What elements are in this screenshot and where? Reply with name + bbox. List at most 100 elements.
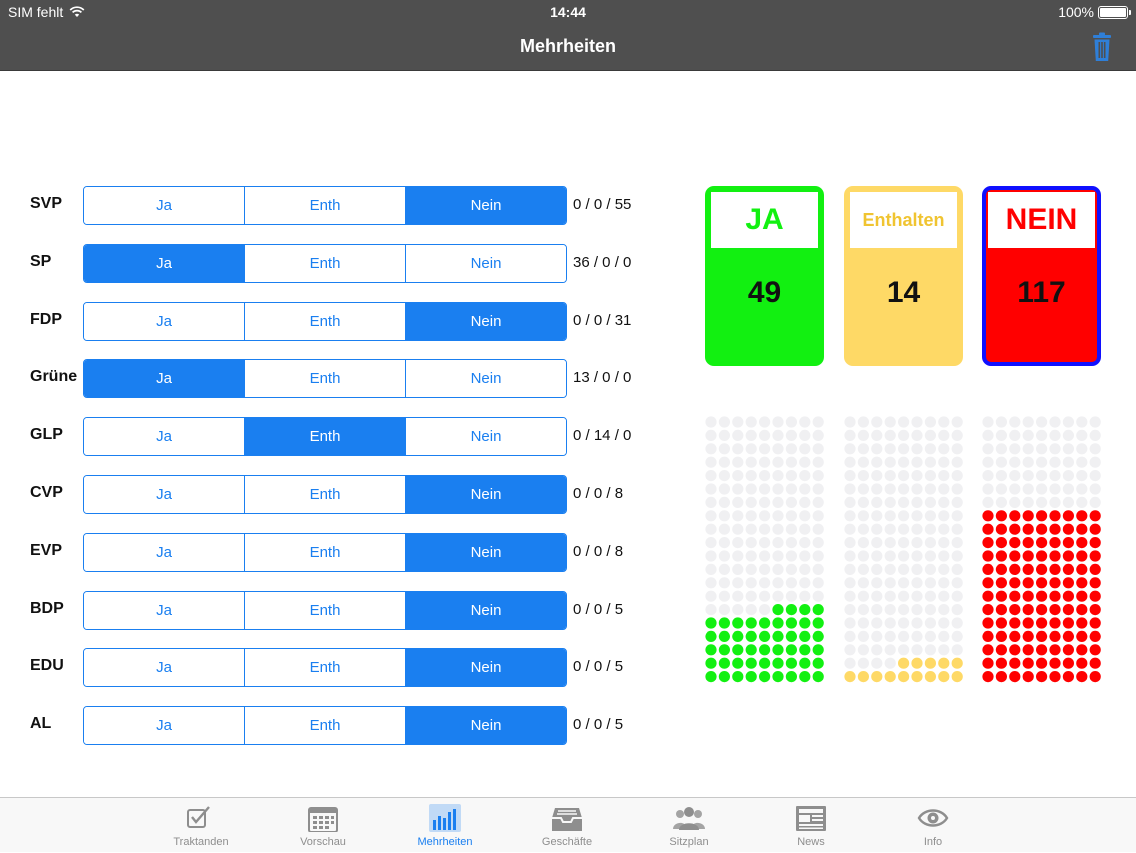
- vote-option-no[interactable]: Nein: [406, 533, 566, 571]
- seat-dot-empty: [1062, 456, 1074, 468]
- seat-dot-empty: [785, 563, 797, 575]
- seat-dot-filled: [759, 671, 771, 683]
- seat-dot-filled: [982, 563, 994, 575]
- seat-dot-empty: [911, 456, 923, 468]
- seat-dot-filled: [732, 657, 744, 669]
- vote-segmented-control: Ja Enth Nein: [83, 417, 567, 457]
- seat-dot-filled: [705, 671, 717, 683]
- seat-dot-empty: [938, 644, 950, 656]
- vote-option-abstain[interactable]: Enth: [245, 649, 406, 687]
- tab-traktanden[interactable]: Traktanden: [151, 798, 251, 853]
- seat-dot-empty: [1022, 416, 1034, 428]
- seat-dot-empty: [799, 496, 811, 508]
- vote-option-no[interactable]: Nein: [406, 418, 566, 456]
- seat-dot-empty: [759, 416, 771, 428]
- tab-mehrheiten[interactable]: Mehrheiten: [395, 798, 495, 853]
- vote-option-yes[interactable]: Ja: [84, 649, 245, 687]
- seat-dot-filled: [1049, 671, 1061, 683]
- vote-option-no[interactable]: Nein: [406, 302, 566, 340]
- seat-dot-empty: [785, 483, 797, 495]
- vote-option-no[interactable]: Nein: [406, 476, 566, 513]
- yes-total-card: JA 49: [705, 186, 824, 366]
- seat-dot-filled: [1036, 537, 1048, 549]
- seat-dot-empty: [759, 523, 771, 535]
- seat-dot-empty: [951, 617, 963, 629]
- abstain-total-value: 14: [886, 276, 921, 309]
- seat-dot-empty: [911, 470, 923, 482]
- vote-option-abstain[interactable]: Enth: [245, 707, 406, 745]
- tab-sitzplan[interactable]: Sitzplan: [639, 798, 739, 853]
- seat-dot-empty: [745, 443, 757, 455]
- seat-dot-empty: [871, 577, 883, 589]
- seat-dot-empty: [1049, 416, 1061, 428]
- vote-option-yes[interactable]: Ja: [84, 360, 245, 398]
- seat-dot-filled: [911, 657, 923, 669]
- vote-option-abstain[interactable]: Enth: [245, 360, 406, 398]
- seat-dot-empty: [812, 443, 824, 455]
- vote-option-yes[interactable]: Ja: [84, 476, 245, 513]
- vote-option-abstain[interactable]: Enth: [245, 476, 406, 513]
- seat-dot-empty: [884, 429, 896, 441]
- vote-option-abstain[interactable]: Enth: [245, 591, 406, 629]
- seat-dot-empty: [705, 416, 717, 428]
- tab-label: Vorschau: [300, 836, 346, 848]
- seat-dot-filled: [1036, 671, 1048, 683]
- seat-dot-filled: [1089, 550, 1101, 562]
- seat-dot-filled: [1062, 644, 1074, 656]
- seat-dot-filled: [1089, 590, 1101, 602]
- vote-option-yes[interactable]: Ja: [84, 533, 245, 571]
- tab-vorschau[interactable]: Vorschau: [273, 798, 373, 853]
- seat-dot-empty: [871, 483, 883, 495]
- vote-segmented-control: Ja Enth Nein: [83, 301, 567, 341]
- checkbox-icon: [187, 806, 210, 828]
- carrier-label: SIM fehlt: [8, 4, 64, 20]
- vote-option-no[interactable]: Nein: [406, 649, 566, 687]
- seat-dot-filled: [812, 644, 824, 656]
- seat-dot-filled: [799, 630, 811, 642]
- tab-label: Geschäfte: [541, 836, 593, 848]
- vote-option-no[interactable]: Nein: [406, 707, 566, 745]
- seat-dot-empty: [884, 510, 896, 522]
- navigation-bar: Mehrheiten: [0, 24, 1136, 71]
- seat-dot-filled: [1062, 563, 1074, 575]
- vote-option-no[interactable]: Nein: [406, 591, 566, 629]
- vote-option-no[interactable]: Nein: [406, 244, 566, 282]
- status-right: 100%: [1058, 4, 1131, 20]
- party-name: SVP: [30, 195, 63, 212]
- seat-dot-filled: [745, 644, 757, 656]
- vote-option-abstain[interactable]: Enth: [245, 533, 406, 571]
- tab-info[interactable]: Info: [883, 798, 983, 853]
- seat-dot-empty: [732, 510, 744, 522]
- seat-dot-filled: [1089, 563, 1101, 575]
- seat-dot-empty: [718, 470, 730, 482]
- vote-option-abstain[interactable]: Enth: [245, 187, 406, 224]
- vote-option-no[interactable]: Nein: [406, 360, 566, 398]
- seat-dot-filled: [718, 630, 730, 642]
- vote-option-abstain[interactable]: Enth: [245, 244, 406, 282]
- vote-option-yes[interactable]: Ja: [84, 187, 245, 224]
- seat-dot-empty: [745, 577, 757, 589]
- vote-option-yes[interactable]: Ja: [84, 418, 245, 456]
- seat-dot-empty: [898, 470, 910, 482]
- seat-dot-filled: [1062, 523, 1074, 535]
- seat-dot-empty: [871, 443, 883, 455]
- seat-dot-empty: [911, 630, 923, 642]
- seat-dot-filled: [995, 510, 1007, 522]
- vote-option-yes[interactable]: Ja: [84, 591, 245, 629]
- tab-news[interactable]: News: [761, 798, 861, 853]
- vote-option-yes[interactable]: Ja: [84, 302, 245, 340]
- people-icon: [673, 807, 705, 830]
- seat-dot-filled: [982, 550, 994, 562]
- vote-option-abstain[interactable]: Enth: [245, 418, 406, 456]
- seat-dot-empty: [799, 590, 811, 602]
- seat-dot-filled: [1009, 617, 1021, 629]
- seat-dot-filled: [1062, 510, 1074, 522]
- vote-option-yes[interactable]: Ja: [84, 244, 245, 282]
- tab-geschäfte[interactable]: Geschäfte: [517, 798, 617, 853]
- vote-option-no[interactable]: Nein: [406, 187, 566, 224]
- vote-option-yes[interactable]: Ja: [84, 707, 245, 745]
- vote-option-abstain[interactable]: Enth: [245, 302, 406, 340]
- seat-dot-empty: [884, 523, 896, 535]
- seat-dot-empty: [857, 657, 869, 669]
- trash-icon[interactable]: [1090, 32, 1114, 62]
